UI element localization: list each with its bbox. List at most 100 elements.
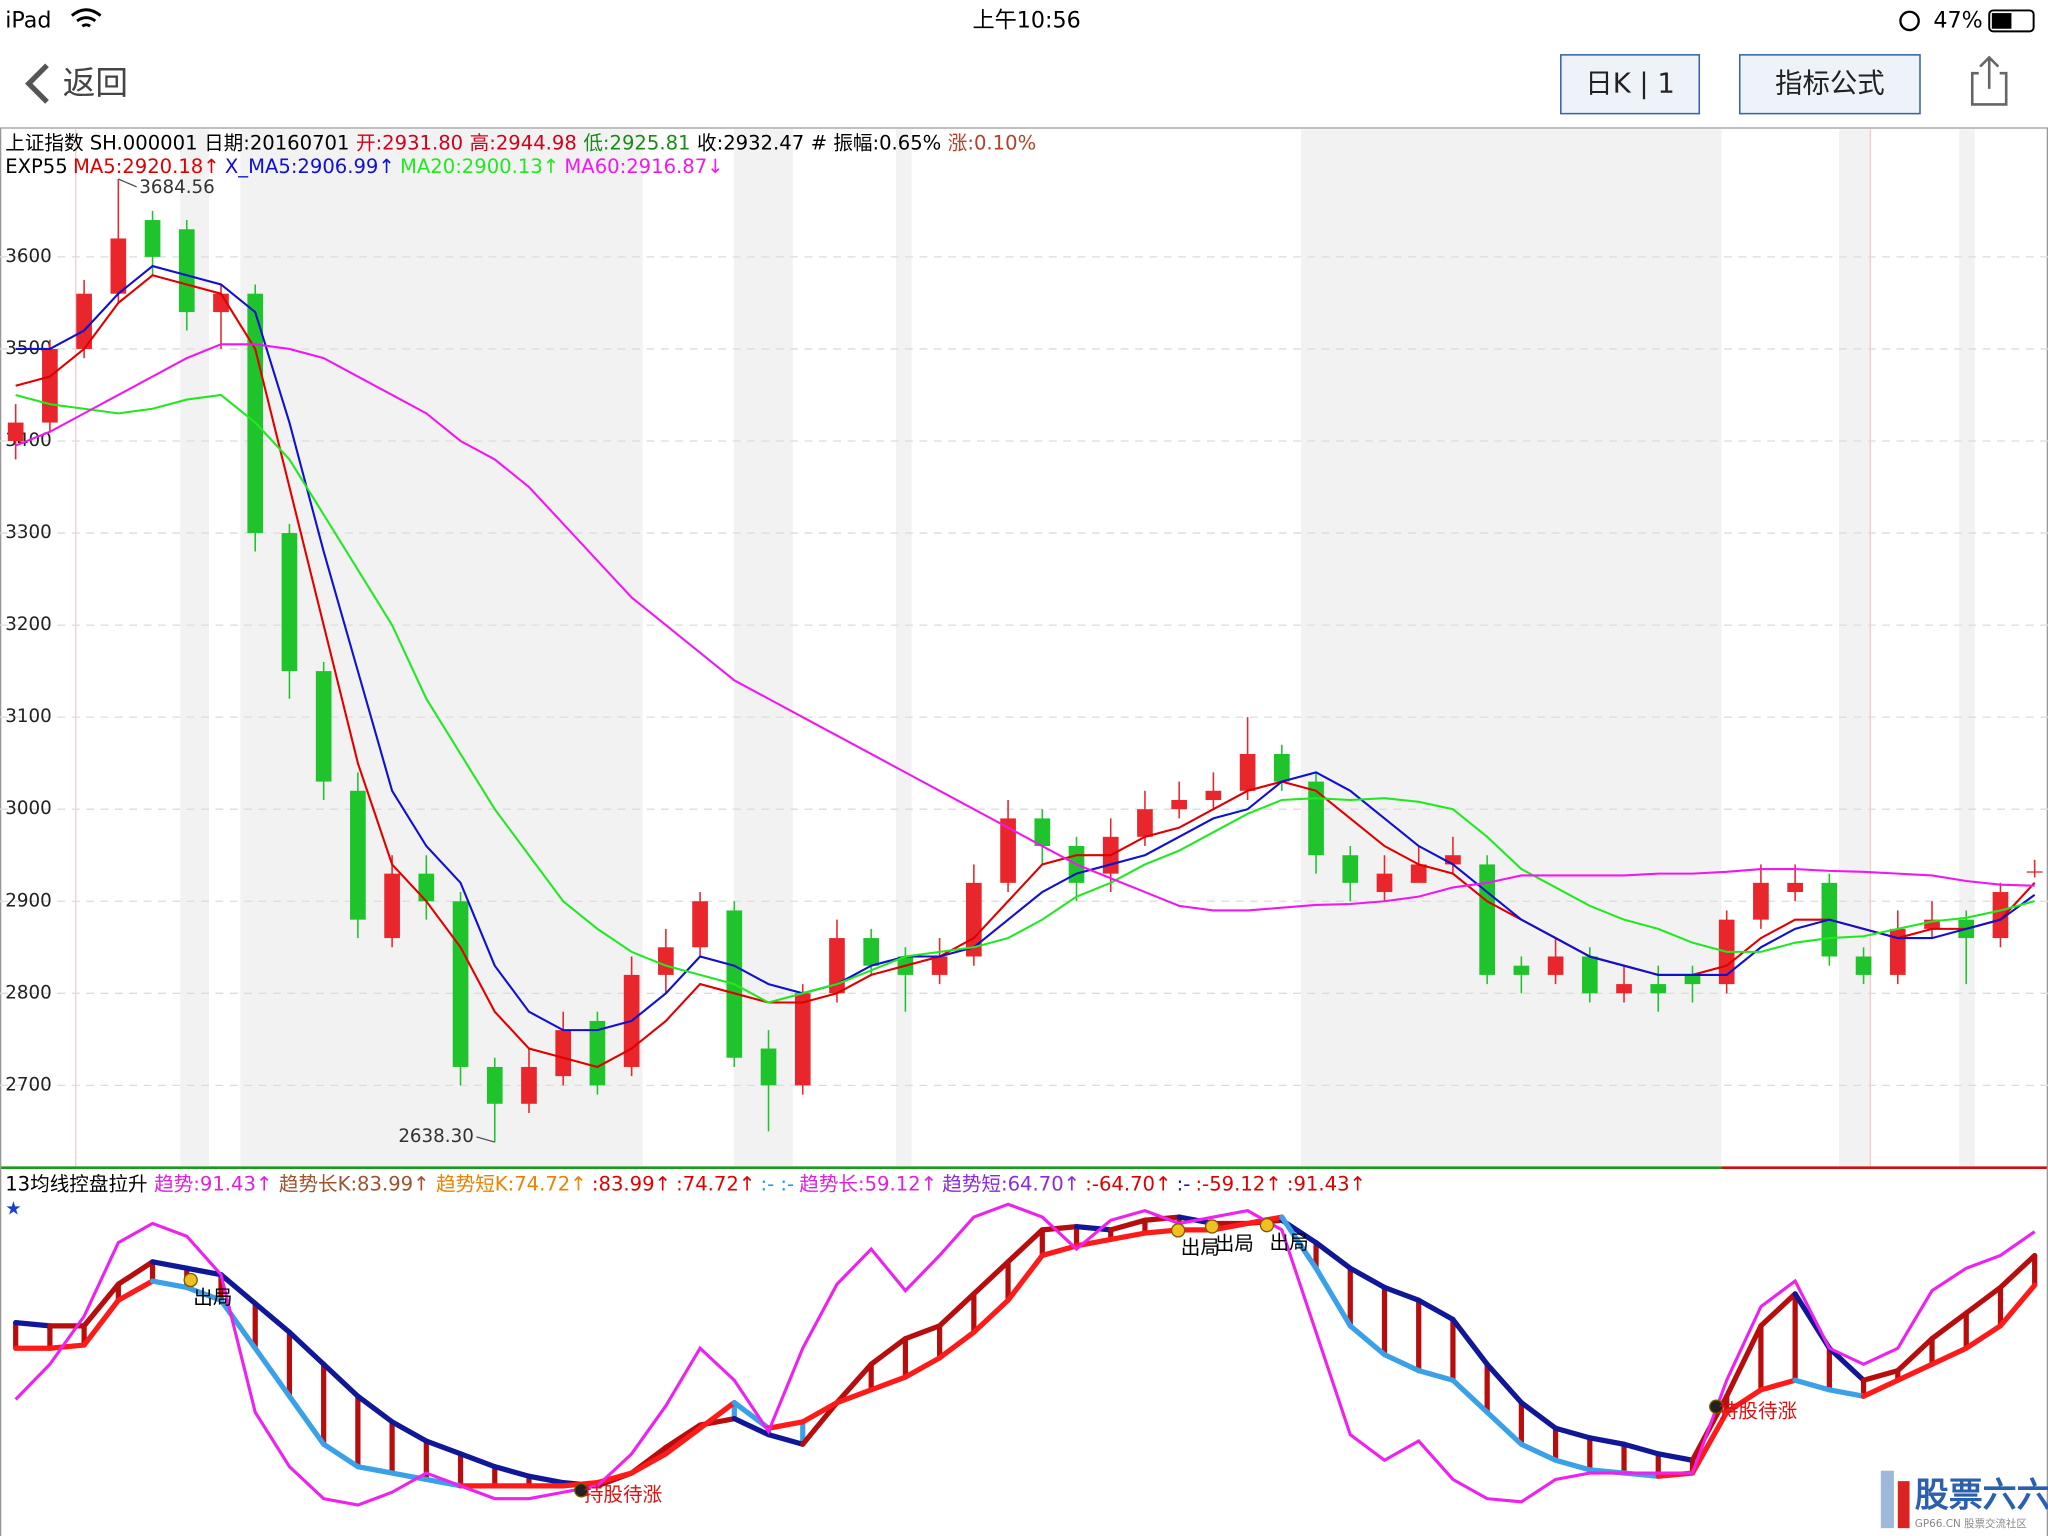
trend-segment <box>184 1265 224 1278</box>
trend-segment <box>13 1320 53 1329</box>
legend-entry: MA5:2920.18↑ <box>73 155 220 178</box>
trend-segment <box>971 1259 1011 1297</box>
trend-segment <box>457 1451 498 1470</box>
star-marker: ★ <box>5 1198 21 1219</box>
ma-line <box>15 274 2036 1069</box>
trend-segment <box>81 1297 121 1348</box>
trend-segment <box>218 1297 258 1351</box>
candle-body <box>863 938 880 966</box>
candle-body <box>1650 984 1667 994</box>
trend-segment <box>1758 1291 1798 1329</box>
header-value: :- :- <box>760 1172 794 1195</box>
trend-segment <box>492 1464 532 1479</box>
trend-segment <box>1005 1252 1045 1303</box>
back-chevron <box>25 63 49 104</box>
watermark-sub: GP66.CN 股票交流社区 <box>1915 1517 2027 1530</box>
signal-label: 出局 <box>1215 1232 1254 1255</box>
candle-body <box>486 1066 503 1104</box>
y-tick-label: 2900 <box>5 890 52 911</box>
trend-segment <box>149 1259 190 1271</box>
trend-segment <box>1073 1224 1114 1233</box>
candle-body <box>760 1048 777 1086</box>
trend-segment <box>1724 1387 1764 1415</box>
trend-segment <box>1860 1377 1901 1399</box>
trend-segment <box>663 1422 703 1451</box>
trend-segment <box>1039 1224 1080 1233</box>
legend-label: EXP55 <box>5 155 68 178</box>
legend-entry: MA60:2916.87↓ <box>564 155 723 178</box>
legend-entry: 趋势长K:83.99↑ <box>279 1172 430 1195</box>
trend-segment <box>81 1281 121 1329</box>
signal-label: 出局 <box>193 1286 232 1309</box>
trend-segment <box>1997 1252 2038 1291</box>
signal-label: 出局 <box>1181 1236 1220 1259</box>
legend-entry: 趋势短K:74.72↑ <box>436 1172 587 1195</box>
trend-segment <box>526 1473 566 1486</box>
indicator-header: 13均线控盘拉升 趋势:91.43↑ 趋势长K:83.99↑ 趋势短K:74.72↑:… <box>5 1172 1366 1195</box>
trend-segment <box>1484 1409 1524 1447</box>
trend-segment <box>1108 1230 1148 1243</box>
trend-segment <box>115 1278 156 1303</box>
share-icon <box>1970 55 2008 106</box>
legend: EXP55 MA5:2920.18↑ X_MA5:2906.99↑ MA20:2900… <box>5 155 723 178</box>
y-tick-label: 3100 <box>5 706 52 727</box>
trend-segment <box>1039 1243 1080 1259</box>
legend-entry: X_MA5:2906.99↑ <box>225 155 395 178</box>
trend-segment <box>800 1400 840 1425</box>
quote-field: 收:2932.47 <box>697 131 804 154</box>
candle-body <box>1239 753 1256 791</box>
back-button[interactable]: 返回 <box>25 63 128 104</box>
watermark-logo <box>1897 1481 1910 1529</box>
trend-segment <box>902 1323 943 1342</box>
share-button[interactable] <box>1970 55 2008 106</box>
trend-segment <box>218 1272 258 1307</box>
shade-band <box>1959 129 1975 1167</box>
trend-segment <box>1860 1368 1901 1383</box>
candle-body <box>418 873 435 902</box>
trend-segment <box>115 1259 156 1287</box>
candle-body <box>794 993 811 1086</box>
trend-segment <box>1108 1217 1148 1233</box>
candle-body <box>76 293 92 349</box>
quote-field: # 振幅:0.65% <box>811 131 942 154</box>
y-tick-label: 3200 <box>5 614 52 635</box>
trend-segment <box>1724 1323 1764 1399</box>
candle-body <box>1753 882 1769 920</box>
trend-segment <box>389 1419 429 1444</box>
trend-segment <box>1279 1214 1319 1271</box>
trend-segment <box>731 1416 772 1438</box>
indicator-title: 13均线控盘拉升 <box>5 1172 147 1195</box>
candle-body <box>1889 928 1906 975</box>
candle-body <box>931 956 948 975</box>
candle-body <box>1137 809 1153 837</box>
formula-button[interactable]: 指标公式 <box>1738 54 1921 115</box>
trend-segment <box>1005 1227 1045 1265</box>
header-value: :83.99↑ <box>592 1172 671 1195</box>
trend-segment <box>697 1400 737 1431</box>
candle-body <box>1616 984 1632 994</box>
candle-body <box>1410 864 1427 883</box>
candle-body <box>1000 818 1016 883</box>
candle-body <box>1445 855 1461 865</box>
candle-body <box>589 1020 606 1086</box>
candle-body <box>1376 873 1393 893</box>
quote-field: 低:2925.81 <box>583 131 690 154</box>
trend-segment <box>937 1291 977 1329</box>
candle-body <box>692 901 708 948</box>
period-button[interactable]: 日K | 1 <box>1560 54 1701 115</box>
candle-body <box>1581 956 1598 994</box>
signal-icon <box>1259 1217 1275 1233</box>
watermark-logo <box>1880 1470 1894 1529</box>
header-value: :- <box>1177 1172 1191 1195</box>
annotation-leader <box>476 1136 495 1143</box>
candle-body <box>178 229 195 313</box>
trend-segment <box>1895 1336 1935 1374</box>
y-tick-label: 2800 <box>5 982 52 1003</box>
candle-body <box>966 882 982 957</box>
candle-body <box>521 1066 537 1104</box>
trend-segment <box>252 1345 293 1399</box>
high-annotation: 3684.56 <box>139 177 215 198</box>
candle-body <box>1479 864 1495 975</box>
quote-info: 上证指数 SH.000001 日期:20160701 开:2931.80 高:2944… <box>5 131 1036 154</box>
